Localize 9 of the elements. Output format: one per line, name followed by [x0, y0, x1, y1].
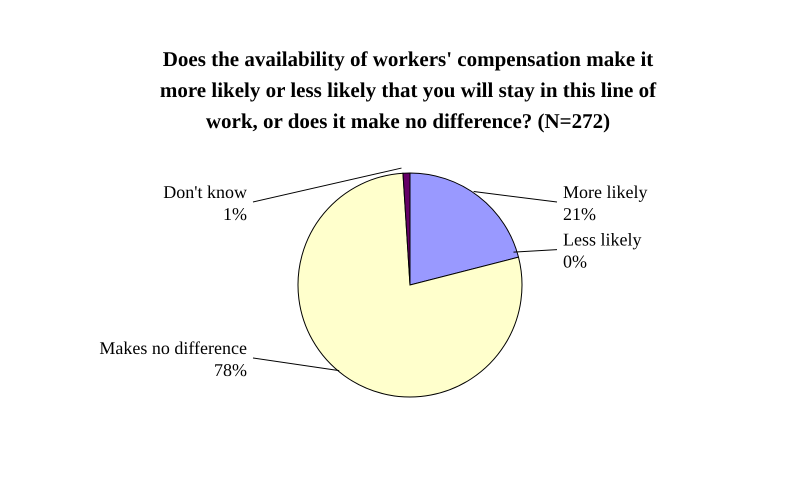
slice-label: Makes no difference — [99, 338, 248, 358]
legend-label: Less likely — [563, 230, 642, 250]
slice-label: Don't know — [163, 182, 247, 202]
data-label: 21% — [563, 204, 596, 224]
chart-title: Does the availability of workers' compensation make it more likely or less likely that you will stay in this line of work, or does it make no difference? (N=272) — [158, 46, 658, 135]
slice-label: More likely — [563, 182, 648, 202]
data-label: 78% — [214, 360, 247, 380]
text: 0% — [563, 252, 587, 272]
data-label: 1% — [223, 204, 247, 224]
